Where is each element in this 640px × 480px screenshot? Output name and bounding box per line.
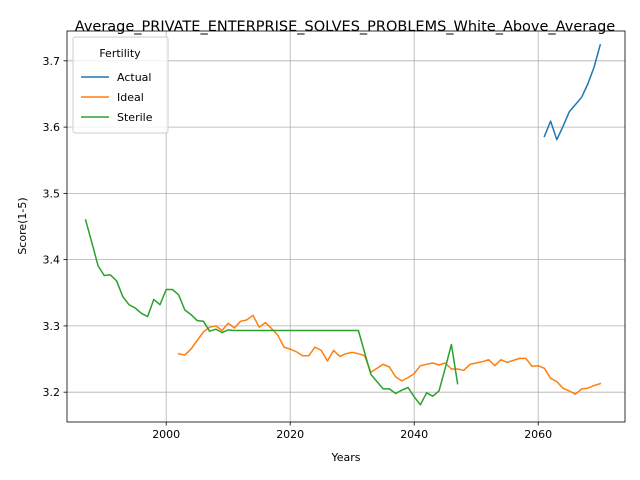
legend-label-actual: Actual <box>117 71 151 84</box>
y-tick-label: 3.4 <box>43 254 61 267</box>
series-line-actual <box>543 43 602 141</box>
series-lines <box>84 43 602 406</box>
series-line-sterile <box>84 218 459 406</box>
x-axis-ticks: 2000 2020 2040 2060 <box>152 422 552 441</box>
legend: Fertility Actual Ideal Sterile <box>72 36 169 134</box>
x-tick-label: 2020 <box>276 428 304 441</box>
legend-title: Fertility <box>99 47 141 60</box>
legend-label-ideal: Ideal <box>117 91 144 104</box>
y-tick-label: 3.2 <box>43 386 61 399</box>
x-tick-label: 2040 <box>400 428 428 441</box>
chart-title: Average_PRIVATE_ENTERPRISE_SOLVES_PROBLE… <box>75 19 616 35</box>
x-axis-label: Years <box>330 451 360 464</box>
y-tick-label: 3.6 <box>43 121 61 134</box>
y-axis-label: Score(1-5) <box>16 197 29 254</box>
legend-frame <box>72 36 169 134</box>
legend-label-sterile: Sterile <box>117 111 153 124</box>
y-tick-label: 3.3 <box>43 320 61 333</box>
series-line-ideal <box>177 314 602 395</box>
y-tick-label: 3.5 <box>43 187 61 200</box>
x-tick-label: 2000 <box>152 428 180 441</box>
y-axis-ticks: 3.2 3.3 3.4 3.5 3.6 3.7 <box>43 55 67 399</box>
x-tick-label: 2060 <box>524 428 552 441</box>
y-tick-label: 3.7 <box>43 55 61 68</box>
plot-frame <box>66 30 626 423</box>
